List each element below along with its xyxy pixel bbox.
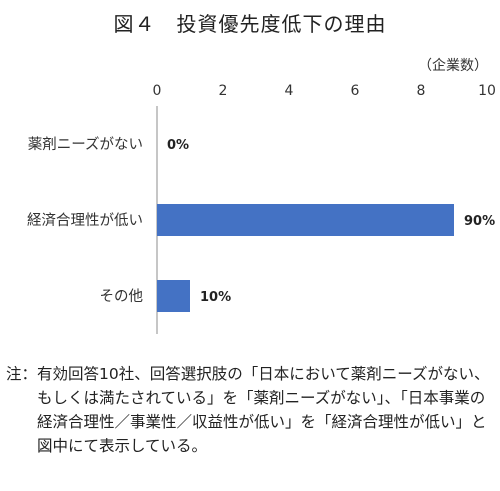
- data-label: 10%: [200, 290, 231, 305]
- x-tick-label: 0: [153, 83, 162, 99]
- data-labels: 0% 90% 10%: [167, 138, 495, 305]
- x-tick-label: 10: [478, 83, 496, 99]
- bar: [157, 280, 190, 312]
- unit-label: （企業数）: [418, 57, 488, 74]
- x-tick-label: 6: [351, 83, 360, 99]
- bars: [157, 204, 454, 312]
- x-tick-label: 4: [285, 83, 294, 99]
- x-tick-label: 8: [417, 83, 426, 99]
- note-text: 有効回答10社、回答選択肢の「日本において薬剤ニーズがない、もしくは満たされてい…: [37, 365, 490, 455]
- category-label: その他: [100, 288, 144, 305]
- chart-title: 図４ 投資優先度低下の理由: [113, 12, 387, 36]
- data-label: 90%: [464, 214, 495, 229]
- bar: [157, 204, 454, 236]
- chart-note: 注： 有効回答10社、回答選択肢の「日本において薬剤ニーズがない、もしくは満たさ…: [6, 362, 492, 458]
- category-label: 薬剤ニーズがない: [28, 136, 143, 153]
- data-label: 0%: [167, 138, 189, 153]
- x-axis-ticks: 0 2 4 6 8 10: [153, 83, 496, 99]
- x-tick-label: 2: [219, 83, 228, 99]
- category-label: 経済合理性が低い: [27, 212, 143, 229]
- note-label: 注：: [6, 365, 38, 383]
